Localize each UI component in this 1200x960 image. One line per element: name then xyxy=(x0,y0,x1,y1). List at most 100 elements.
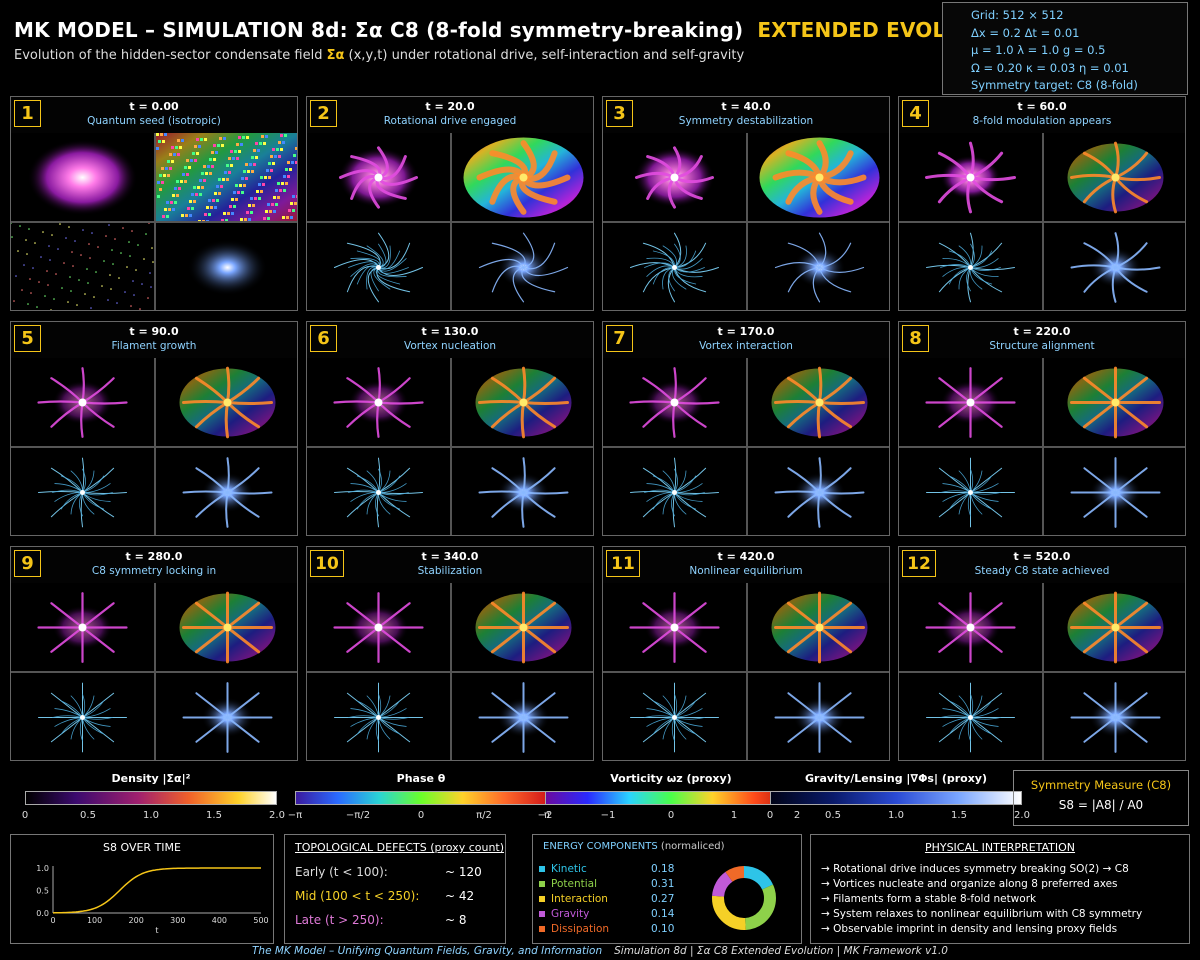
panel-label: Stabilization xyxy=(417,565,483,577)
physical-interpretation-box: PHYSICAL INTERPRETATION → Rotational dri… xyxy=(810,834,1190,944)
energy-value: 0.27 xyxy=(651,893,675,905)
panel-time: t = 220.0 xyxy=(1013,325,1071,338)
panel-label: Symmetry destabilization xyxy=(678,115,814,127)
legend-swatch xyxy=(539,911,545,917)
topological-defects-title: TOPOLOGICAL DEFECTS (proxy count) xyxy=(295,841,505,854)
lensing-map xyxy=(748,448,889,535)
panel-divider xyxy=(11,446,297,448)
panel-divider xyxy=(899,221,1185,223)
symmetry-measure-formula: S8 = |A8| / A0 xyxy=(1058,798,1144,812)
x-tick-label: 0 xyxy=(50,916,55,925)
panel-number: 1 xyxy=(14,100,41,127)
colorbar-tick: −1 xyxy=(600,810,616,821)
donut-slice xyxy=(712,866,776,930)
colorbar-tick: −π/2 xyxy=(345,810,371,821)
page-title: MK MODEL – SIMULATION 8d: Σα C8 (8-fold … xyxy=(14,18,1017,42)
panel-number: 6 xyxy=(310,325,337,352)
vorticity-map xyxy=(899,673,1042,760)
panel-divider xyxy=(603,221,889,223)
lensing-map xyxy=(1044,448,1185,535)
panel-time: t = 0.00 xyxy=(129,100,179,113)
energy-value: 0.18 xyxy=(651,863,675,875)
density-map xyxy=(11,133,154,222)
x-axis-label: t xyxy=(155,926,158,935)
defects-early-value: ~ 120 xyxy=(445,865,482,879)
density-map xyxy=(11,358,154,447)
phase-map xyxy=(1044,133,1185,222)
phase-map xyxy=(452,358,593,447)
phase-map xyxy=(156,358,297,447)
colorbar xyxy=(25,791,277,805)
s8-plot: 0.0 0.5 1.0 0 100 200 300 400 500 t xyxy=(36,864,268,935)
vorticity-map xyxy=(603,223,746,310)
panel-time: t = 60.0 xyxy=(1017,100,1067,113)
defects-late-label: Late (t > 250): xyxy=(295,913,384,927)
panel-label: Steady C8 state achieved xyxy=(974,565,1110,577)
energy-value: 0.14 xyxy=(651,908,675,920)
page-subtitle: Evolution of the hidden-sector condensat… xyxy=(14,48,745,63)
snapshot-panel-5: 5 t = 90.0 Filament growth xyxy=(10,321,298,536)
colorbar-tick: 0 xyxy=(21,810,29,821)
snapshot-panel-10: 10 t = 340.0 Stabilization xyxy=(306,546,594,761)
colorbar-label: Vorticity ωz (proxy) xyxy=(610,772,732,785)
param-steps: Δx = 0.2 Δt = 0.01 xyxy=(971,25,1080,40)
vorticity-map xyxy=(603,448,746,535)
density-map xyxy=(899,583,1042,672)
energy-donut-chart xyxy=(712,866,776,930)
interpretation-line: → Filaments form a stable 8-fold network xyxy=(821,893,1037,905)
colorbar-tick: π xyxy=(543,810,551,821)
colorbar-tick: 2 xyxy=(793,810,801,821)
panel-divider xyxy=(899,671,1185,673)
snapshot-panel-3: 3 t = 40.0 Symmetry destabilization xyxy=(602,96,890,311)
panel-label: Vortex interaction xyxy=(699,340,793,352)
energy-row: Gravity xyxy=(539,908,589,920)
snapshot-panel-4: 4 t = 60.0 8-fold modulation appears xyxy=(898,96,1186,311)
density-map xyxy=(307,583,450,672)
panel-divider xyxy=(11,221,297,223)
defects-late-value: ~ 8 xyxy=(445,913,467,927)
energy-title: ENERGY COMPONENTS (normaliced) xyxy=(543,841,725,852)
panel-number: 7 xyxy=(606,325,633,352)
symmetry-measure-box: Symmetry Measure (C8) S8 = |A8| / A0 xyxy=(1013,770,1189,826)
panel-time: t = 90.0 xyxy=(129,325,179,338)
colorbar-tick: 2.0 xyxy=(269,810,285,821)
s8-plot-title: S8 OVER TIME xyxy=(103,841,181,854)
panel-label: Structure alignment xyxy=(989,340,1095,352)
x-tick-label: 300 xyxy=(170,916,185,925)
phase-map xyxy=(1044,358,1185,447)
param-symmetry-target: Symmetry target: C8 (8-fold) xyxy=(971,78,1138,92)
colorbar-label: Phase θ xyxy=(396,772,446,785)
colorbar xyxy=(770,791,1022,805)
panel-label: Filament growth xyxy=(111,340,197,352)
phase-map xyxy=(748,133,889,222)
defects-mid-label: Mid (100 < t < 250): xyxy=(295,889,420,903)
legend-swatch xyxy=(539,881,545,887)
panel-label: C8 symmetry locking in xyxy=(91,565,217,577)
donut-slice xyxy=(712,866,776,930)
topological-defects-box: TOPOLOGICAL DEFECTS (proxy count) Early … xyxy=(284,834,506,944)
snapshot-panel-7: 7 t = 170.0 Vortex interaction xyxy=(602,321,890,536)
density-map xyxy=(603,358,746,447)
vorticity-map xyxy=(11,448,154,535)
lensing-map xyxy=(1044,673,1185,760)
symmetry-measure-title: Symmetry Measure (C8) xyxy=(1030,778,1172,792)
snapshot-panel-1: 1 t = 0.00 Quantum seed (isotropic) xyxy=(10,96,298,311)
panel-time: t = 520.0 xyxy=(1013,550,1071,563)
snapshot-panel-8: 8 t = 220.0 Structure alignment xyxy=(898,321,1186,536)
panel-number: 5 xyxy=(14,325,41,352)
lensing-map xyxy=(156,223,297,310)
donut-slice xyxy=(712,866,776,930)
y-tick-label: 0.5 xyxy=(36,887,49,896)
colorbar xyxy=(545,791,797,805)
vorticity-map xyxy=(11,223,154,310)
panel-label: Vortex nucleation xyxy=(403,340,497,352)
colorbar-tick: 1 xyxy=(730,810,738,821)
phase-map xyxy=(452,583,593,672)
panel-number: 11 xyxy=(606,550,640,577)
panel-divider xyxy=(307,446,593,448)
panel-time: t = 40.0 xyxy=(721,100,771,113)
panel-time: t = 280.0 xyxy=(125,550,183,563)
energy-row: Kinetic xyxy=(539,863,587,875)
phase-map xyxy=(156,133,297,222)
colorbar-tick: −2 xyxy=(537,810,553,821)
